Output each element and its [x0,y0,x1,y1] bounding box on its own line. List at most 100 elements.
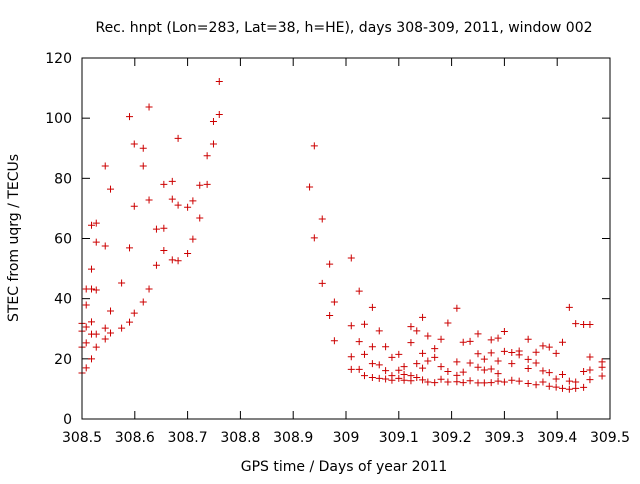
data-point [480,366,488,374]
data-point [130,202,138,210]
data-point [515,351,523,359]
data-point [487,379,495,387]
data-point [326,260,334,268]
data-point [437,375,445,383]
x-tick-label: 309.2 [432,430,472,446]
data-point [118,279,126,287]
data-point [139,298,147,306]
data-point [388,376,396,384]
data-point [558,370,566,378]
data-point [160,180,168,188]
data-point [145,196,153,204]
x-tick-label: 309.1 [379,430,419,446]
axis-ticks: 0 20 40 60 80 100 120 308.5 308.6 308.7 308.8 308.9… [45,51,630,446]
data-point [203,152,211,160]
x-tick-label: 308.5 [62,430,102,446]
data-point [347,254,355,262]
data-point [474,363,482,371]
data-point [101,242,109,250]
data-point [515,377,523,385]
y-tick-label: 80 [54,171,72,187]
data-point [326,312,334,320]
data-point [453,371,461,379]
data-point [88,221,96,229]
x-tick-label: 309 [333,430,360,446]
data-point [431,379,439,387]
data-point [168,256,176,264]
data-point [310,142,318,150]
data-point [360,372,368,380]
data-point [453,378,461,386]
data-point [88,355,96,363]
data-point [347,365,355,373]
data-point [413,360,421,368]
data-point [419,364,427,372]
data-point [355,287,363,295]
x-tick-label: 309.3 [484,430,524,446]
data-point [500,378,508,386]
data-point [407,377,415,385]
data-point [82,339,90,347]
data-point [598,363,606,371]
data-point [466,359,474,367]
data-point [474,350,482,358]
data-point [552,349,560,357]
data-point [318,279,326,287]
data-point [88,285,96,293]
data-point [318,215,326,223]
data-point [101,335,109,343]
x-tick-label: 308.9 [273,430,313,446]
data-point [107,185,115,193]
data-point [400,376,408,384]
data-point [444,378,452,386]
data-point [474,330,482,338]
data-point [453,358,461,366]
x-axis-label: GPS time / Days of year 2011 [241,459,448,475]
data-point [189,197,197,205]
data-point [407,323,415,331]
data-point [532,359,540,367]
data-point [92,286,100,294]
data-point [539,342,547,350]
data-point [494,370,502,378]
data-point [413,327,421,335]
data-point [395,350,403,358]
data-point [437,363,445,371]
data-point [508,376,516,384]
data-point [586,376,594,384]
data-point [330,298,338,306]
data-point [174,257,182,265]
data-point [382,367,390,375]
data-point [558,384,566,392]
data-point [466,337,474,345]
data-point [152,225,160,233]
data-point [189,235,197,243]
data-point [360,320,368,328]
data-point [524,364,532,372]
data-point [355,365,363,373]
data-point [400,363,408,371]
data-point [565,377,573,385]
data-point [382,375,390,383]
data-point [145,285,153,293]
data-point [494,377,502,385]
data-point [196,181,204,189]
data-point [184,203,192,211]
data-point [101,162,109,170]
data-point [494,357,502,365]
data-point [101,324,109,332]
data-point [565,385,573,393]
data-point [545,343,553,351]
data-point [586,366,594,374]
data-point [92,343,100,351]
data-points [78,77,606,393]
data-point [444,367,452,375]
x-tick-label: 309.5 [590,430,630,446]
data-point [107,307,115,315]
data-point [184,250,192,258]
data-point [368,373,376,381]
data-point [407,339,415,347]
data-point [419,313,427,321]
y-axis-label: STEC from uqrg / TECUs [6,154,22,322]
